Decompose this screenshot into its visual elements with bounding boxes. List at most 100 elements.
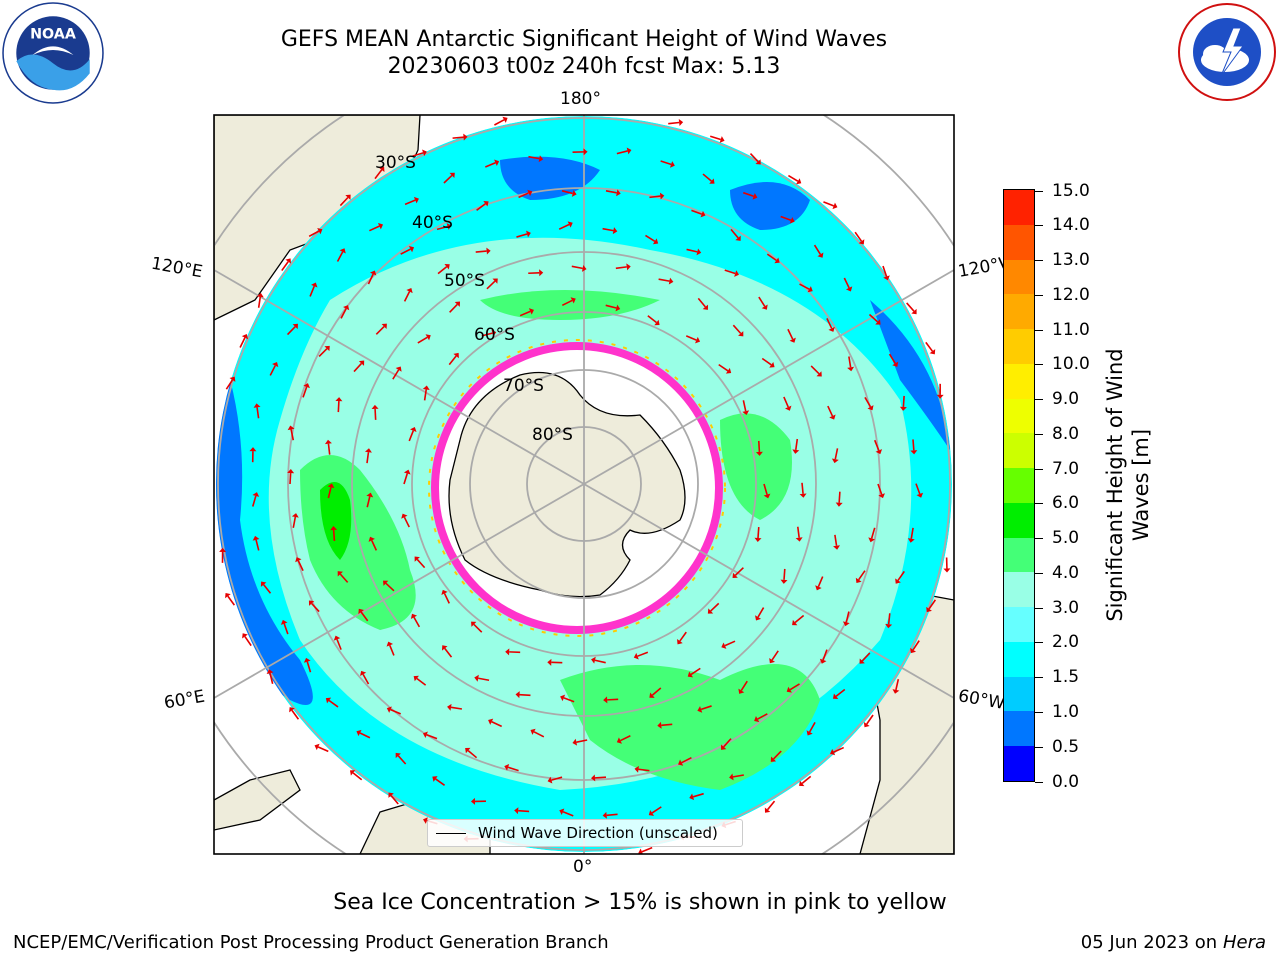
wave-arrow-head	[649, 692, 655, 698]
wave-arrow-head	[833, 545, 840, 550]
wave-arrow	[256, 407, 260, 419]
colorbar-segment	[1004, 607, 1034, 642]
wave-arrow-head	[721, 642, 727, 649]
wave-arrow-head	[272, 362, 279, 368]
wave-arrow-head	[763, 493, 771, 499]
wave-arrow-head	[729, 773, 734, 781]
wave-arrow	[239, 337, 246, 348]
wave-arrow-head	[219, 547, 227, 552]
wave-arrow	[740, 680, 748, 691]
wave-arrow	[292, 516, 297, 528]
wave-arrow-head	[916, 492, 924, 498]
wave-arrow	[732, 324, 742, 334]
wave-arrow	[734, 567, 744, 576]
wave-arrow	[397, 755, 407, 765]
wave-arrow-head	[829, 414, 836, 420]
colorbar-tick-label: 8.0	[1052, 423, 1080, 444]
wave-arrow-head	[463, 133, 468, 141]
wave-arrow	[309, 285, 315, 297]
wave-arrow-head	[488, 718, 494, 725]
wave-arrow	[789, 683, 800, 691]
wave-arrow	[799, 283, 810, 290]
wave-arrow	[449, 303, 458, 313]
colorbar-segment	[1004, 711, 1034, 747]
wave-arrow-head	[785, 405, 792, 411]
colorbar-tick	[1035, 294, 1043, 296]
colorbar-tick-label: 1.0	[1052, 701, 1080, 722]
wave-arrow	[371, 540, 378, 551]
wave-arrow	[528, 155, 540, 160]
wave-arrow-head	[702, 304, 709, 310]
wave-arrow-head	[422, 149, 427, 157]
wave-arrow	[403, 516, 410, 528]
colorbar-segment	[1004, 537, 1034, 573]
colorbar-segment	[1004, 433, 1034, 469]
wave-arrow	[757, 713, 768, 720]
wave-arrow	[403, 291, 411, 302]
wave-arrow-head	[325, 697, 332, 704]
wave-arrow	[710, 602, 720, 612]
wave-arrow	[308, 230, 320, 238]
wave-arrow-head	[799, 780, 805, 787]
wave-arrow-head	[842, 621, 850, 627]
wave-arrow-head	[453, 352, 459, 359]
wave-arrow-head	[719, 136, 725, 143]
colorbar-tick	[1035, 538, 1043, 540]
wave-arrow	[866, 714, 874, 725]
colorbar-tick	[1035, 190, 1043, 192]
wave-arrow-head	[289, 707, 295, 713]
wave-arrow	[870, 527, 876, 539]
wave-arrow	[518, 809, 530, 813]
colorbar-tick-label: 14.0	[1052, 215, 1090, 236]
wave-arrow	[843, 277, 850, 289]
wave-arrow	[928, 599, 937, 610]
wave-arrow-head	[659, 192, 665, 200]
wave-arrow	[766, 253, 777, 262]
lat-label-50s: 50°S	[444, 271, 485, 291]
wave-arrow-head	[333, 635, 341, 641]
wave-arrow	[757, 607, 765, 618]
wave-arrow-head	[709, 178, 715, 184]
wave-arrow	[686, 248, 698, 253]
wave-arrow	[801, 775, 812, 784]
wave-arrow-head	[386, 641, 394, 647]
wave-arrow-head	[721, 744, 727, 750]
wave-arrow	[444, 647, 453, 658]
colorbar-tick	[1035, 364, 1043, 366]
wave-arrow	[868, 313, 879, 323]
colorbar-segment	[1004, 294, 1034, 330]
wave-arrow-head	[612, 227, 618, 235]
wave-arrow-head	[291, 513, 299, 518]
wave-arrow	[286, 326, 296, 336]
wave-arrow	[887, 613, 891, 625]
wave-arrow-head	[256, 292, 264, 298]
wave-arrow	[607, 698, 619, 701]
colorbar-tick	[1035, 642, 1043, 644]
wave-arrow	[833, 746, 845, 753]
wave-arrow-head	[229, 376, 236, 382]
wave-arrow-head	[738, 688, 745, 694]
wave-arrow-head	[339, 248, 346, 254]
wave-arrow-head	[410, 613, 418, 620]
wave-arrow-head	[867, 405, 874, 411]
wave-arrow	[808, 722, 816, 733]
wave-arrow	[772, 750, 782, 760]
wave-arrow-head	[406, 287, 413, 294]
wave-arrow-head	[892, 689, 900, 694]
wave-arrow	[484, 162, 496, 168]
wave-arrow-head	[528, 308, 534, 315]
colorbar-tick-label: 7.0	[1052, 458, 1080, 479]
colorbar-tick-label: 0.5	[1052, 736, 1080, 757]
wave-arrow	[787, 328, 794, 340]
wave-arrow-head	[327, 483, 335, 489]
wave-arrow-head	[303, 657, 311, 663]
wave-arrow	[339, 196, 349, 207]
wave-arrow-head	[789, 337, 796, 343]
colorbar-tick-label: 10.0	[1052, 354, 1090, 375]
colorbar-tick	[1035, 468, 1043, 470]
colorbar-tick	[1035, 329, 1043, 331]
wave-arrow-head	[266, 669, 274, 674]
wave-arrow-head	[754, 537, 762, 543]
wave-arrow	[615, 266, 627, 270]
wave-arrow	[902, 395, 905, 407]
